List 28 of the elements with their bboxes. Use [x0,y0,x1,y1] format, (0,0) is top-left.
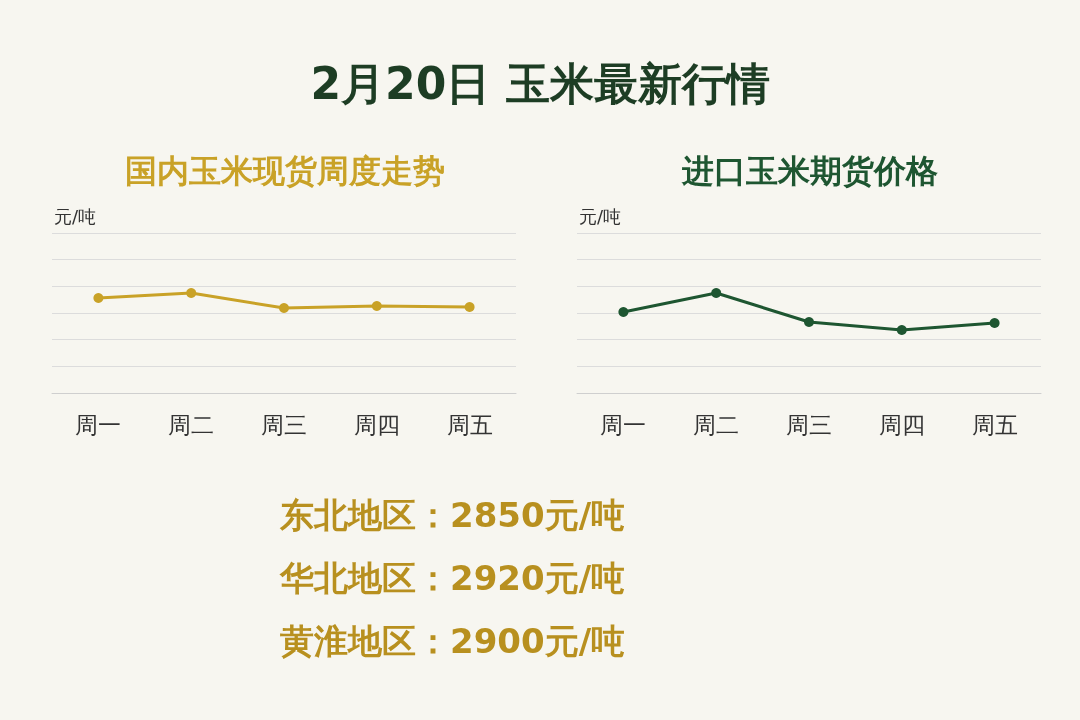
x-tick-label: 周三 [786,411,832,438]
text: 东北地区：2850元/吨 [280,494,626,537]
x-tick-label: 周五 [446,411,493,438]
text: 2月20日 玉米最新行情 [310,58,770,109]
x-tick-label: 周二 [693,411,740,438]
x-tick-label: 周四 [878,411,925,438]
x-tick-label: 周二 [168,411,215,438]
point [93,293,104,303]
y-axis-title: 元/吨 [579,205,622,227]
point [804,317,814,327]
x-tick-label: 周一 [75,411,122,438]
point [896,325,907,335]
point [711,288,722,298]
point [618,307,629,317]
chart-title: 进口玉米期货价格 [681,152,938,190]
chart-title: 国内玉米现货周度走势 [125,152,445,190]
x-tick-label: 周三 [261,411,307,438]
point [279,303,289,313]
point [464,302,475,312]
y-axis-title: 元/吨 [54,205,97,227]
point [186,288,197,298]
x-tick-label: 周一 [600,411,647,438]
point [989,318,1000,328]
x-tick-label: 周五 [971,411,1018,438]
text: 黄淮地区：2900元/吨 [280,620,626,663]
point [371,301,382,311]
text: 华北地区：2920元/吨 [280,557,626,600]
x-tick-label: 周四 [353,411,400,438]
